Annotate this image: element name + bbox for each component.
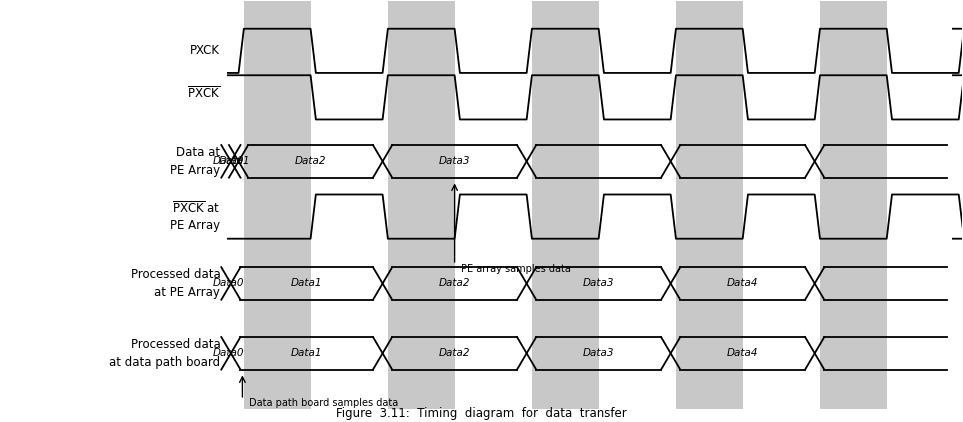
Text: Data2: Data2 <box>439 348 470 358</box>
Bar <box>244 1 311 408</box>
Text: $\overline{\mathrm{PXCK}}$ at: $\overline{\mathrm{PXCK}}$ at <box>172 200 221 216</box>
Text: Data1: Data1 <box>291 279 323 289</box>
Text: Data0: Data0 <box>213 156 245 166</box>
Text: Data3: Data3 <box>583 279 614 289</box>
Bar <box>820 1 887 408</box>
Text: Data0: Data0 <box>213 348 245 358</box>
Text: Data3: Data3 <box>583 348 614 358</box>
Text: PE Array: PE Array <box>170 219 221 232</box>
Text: Data1: Data1 <box>291 348 323 358</box>
Text: Data4: Data4 <box>727 279 759 289</box>
Text: Data at: Data at <box>176 146 221 159</box>
Text: Data2: Data2 <box>295 156 326 166</box>
Text: PE Array: PE Array <box>170 164 221 176</box>
Text: at data path board: at data path board <box>109 355 221 368</box>
Text: at PE Array: at PE Array <box>154 286 221 299</box>
Text: Processed data: Processed data <box>131 268 221 281</box>
Text: $\overline{\mathrm{PXCK}}$: $\overline{\mathrm{PXCK}}$ <box>187 86 221 102</box>
Text: Data path board samples data: Data path board samples data <box>249 398 399 408</box>
Text: Data1: Data1 <box>219 156 250 166</box>
Text: Processed data: Processed data <box>131 338 221 351</box>
Text: Data4: Data4 <box>727 348 759 358</box>
Bar <box>532 1 599 408</box>
Text: PXCK: PXCK <box>191 44 221 57</box>
Text: Data2: Data2 <box>439 279 470 289</box>
Bar <box>388 1 455 408</box>
Text: Figure  3.11:  Timing  diagram  for  data  transfer: Figure 3.11: Timing diagram for data tra… <box>336 407 627 420</box>
Text: Data3: Data3 <box>439 156 470 166</box>
Bar <box>676 1 742 408</box>
Text: Data0: Data0 <box>213 279 245 289</box>
Text: PE array samples data: PE array samples data <box>461 264 571 274</box>
